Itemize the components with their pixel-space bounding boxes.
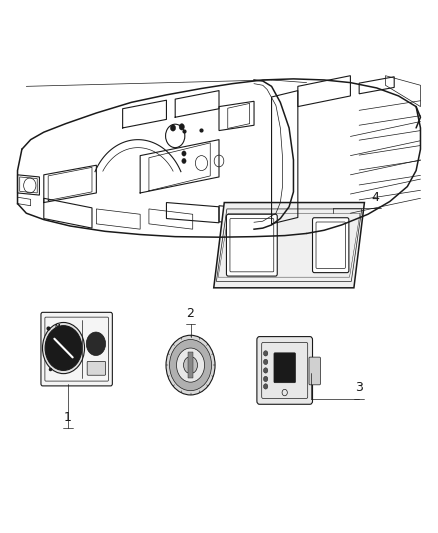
Circle shape bbox=[182, 158, 186, 164]
Circle shape bbox=[45, 326, 82, 370]
Circle shape bbox=[177, 348, 205, 382]
FancyBboxPatch shape bbox=[274, 353, 296, 383]
Circle shape bbox=[42, 322, 85, 374]
Text: 1: 1 bbox=[64, 411, 72, 424]
Bar bbox=[188, 352, 193, 378]
Polygon shape bbox=[214, 203, 364, 288]
Circle shape bbox=[263, 368, 268, 373]
Circle shape bbox=[263, 376, 268, 382]
Text: 3: 3 bbox=[355, 382, 363, 394]
Circle shape bbox=[263, 351, 268, 356]
Text: 2: 2 bbox=[187, 307, 194, 320]
Circle shape bbox=[86, 332, 106, 356]
Circle shape bbox=[170, 340, 212, 391]
Circle shape bbox=[184, 357, 198, 374]
Text: 4: 4 bbox=[372, 191, 380, 204]
Circle shape bbox=[182, 151, 186, 156]
Circle shape bbox=[263, 384, 268, 389]
FancyBboxPatch shape bbox=[87, 361, 106, 375]
FancyBboxPatch shape bbox=[226, 214, 277, 276]
FancyBboxPatch shape bbox=[41, 312, 112, 386]
FancyBboxPatch shape bbox=[309, 357, 320, 385]
FancyBboxPatch shape bbox=[257, 337, 313, 405]
Circle shape bbox=[263, 359, 268, 365]
Circle shape bbox=[179, 124, 184, 130]
FancyBboxPatch shape bbox=[313, 217, 349, 272]
Circle shape bbox=[166, 335, 215, 395]
Circle shape bbox=[170, 125, 176, 131]
Text: M: M bbox=[55, 324, 60, 329]
